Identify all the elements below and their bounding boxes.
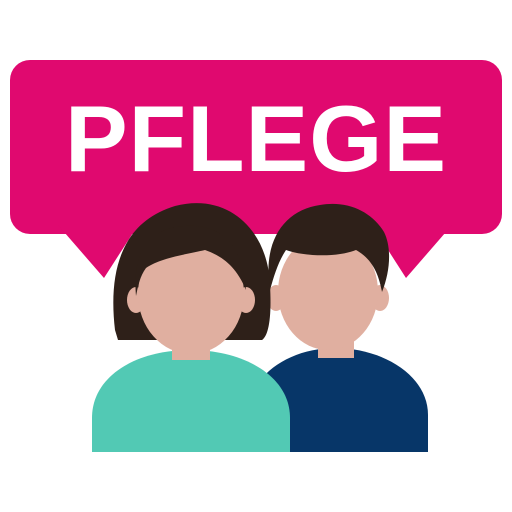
man-avatar-icon [248,203,428,452]
woman-avatar-icon [92,203,290,452]
speech-bubble-icon [10,60,502,278]
logo-word: PFLEGE [64,86,448,191]
